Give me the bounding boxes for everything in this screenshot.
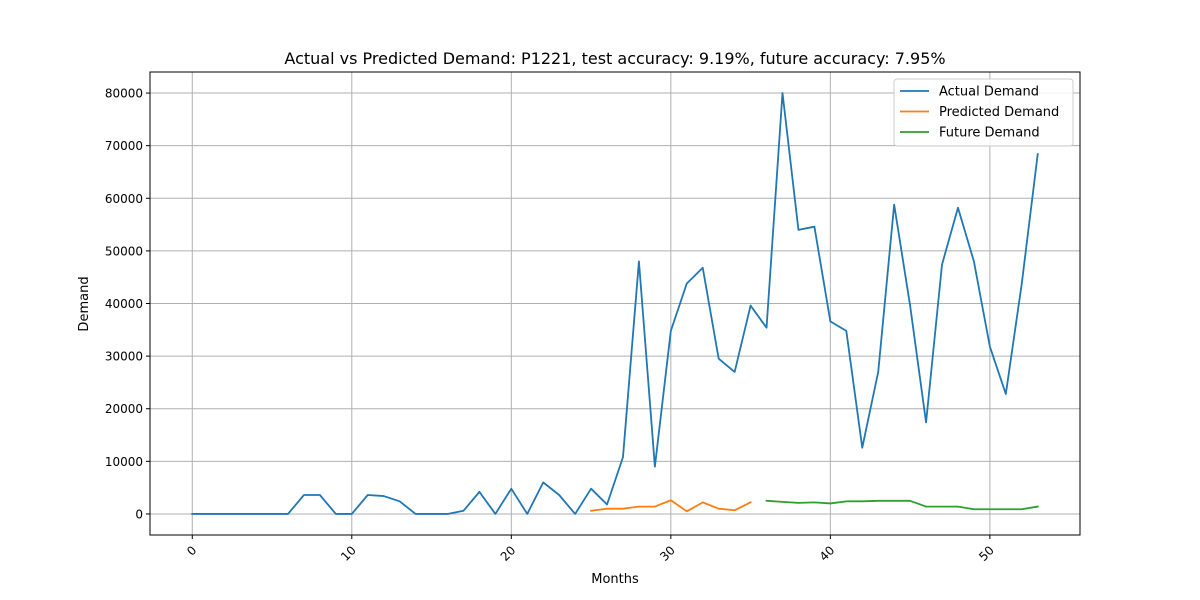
y-tick-label: 10000 bbox=[105, 455, 143, 469]
series-line-future-demand bbox=[765, 499, 1039, 511]
y-axis-label: Demand bbox=[77, 276, 92, 331]
legend-label: Predicted Demand bbox=[939, 105, 1059, 120]
legend-items: Actual Demand Predicted Demand Future Dema… bbox=[900, 85, 1059, 141]
chart-title: Actual vs Predicted Demand: P1221, test … bbox=[284, 49, 945, 68]
y-tick-label: 50000 bbox=[105, 244, 143, 258]
legend-label: Future Demand bbox=[939, 126, 1040, 141]
y-tick-label: 80000 bbox=[105, 87, 143, 101]
series-lines bbox=[191, 92, 1039, 515]
legend-box bbox=[893, 78, 1074, 147]
y-tick-label: 0 bbox=[135, 507, 143, 521]
series-line-predicted-demand bbox=[590, 499, 752, 513]
x-axis-label: Months bbox=[591, 572, 639, 587]
legend-label: Actual Demand bbox=[939, 85, 1039, 100]
series-line-actual-demand bbox=[191, 92, 1039, 515]
y-tick-label: 30000 bbox=[105, 350, 143, 364]
legend: Actual Demand Predicted Demand Future Dema… bbox=[893, 78, 1074, 147]
y-tick-label: 70000 bbox=[105, 139, 143, 153]
y-tick-label: 20000 bbox=[105, 402, 143, 416]
y-tick-label: 60000 bbox=[105, 192, 143, 206]
y-tick-label: 40000 bbox=[105, 297, 143, 311]
grid bbox=[150, 72, 1080, 535]
